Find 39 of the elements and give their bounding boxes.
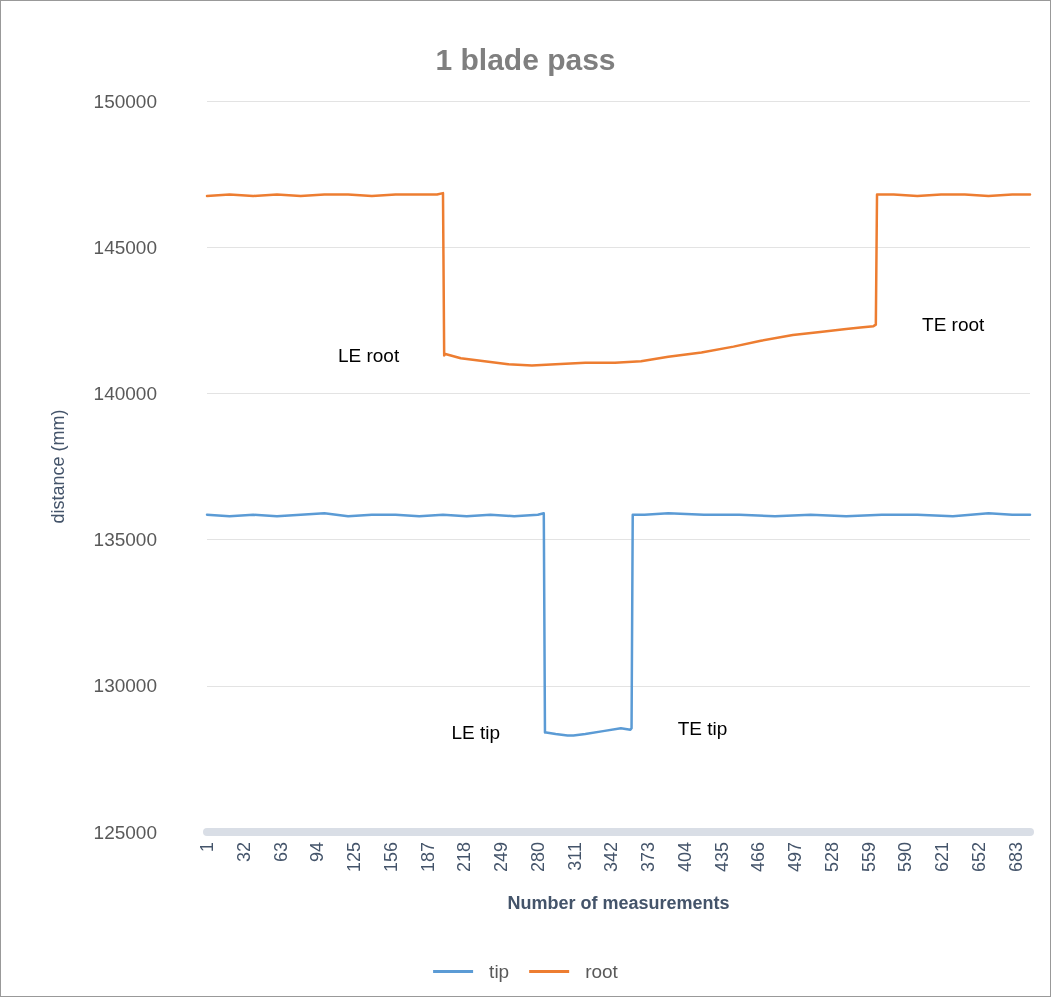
x-tick-label: 404 [674, 842, 695, 873]
x-tick-label: 156 [380, 842, 401, 873]
annotation: LE root [337, 344, 400, 366]
x-tick-label: 621 [932, 842, 953, 873]
y-tick-label: 135000 [93, 529, 157, 551]
legend-label: tip [489, 961, 510, 982]
line-series [205, 191, 1032, 367]
x-tick-label: 652 [969, 842, 990, 873]
y-tick-label: 145000 [93, 236, 157, 258]
annotation: LE tip [451, 722, 500, 744]
annotation: TE tip [677, 717, 728, 739]
x-tick-label: 94 [307, 842, 328, 863]
x-tick-label: 1 [197, 842, 217, 853]
x-tick-label: 342 [601, 842, 622, 873]
x-tick-label: 32 [233, 842, 254, 863]
x-tick-label: 311 [564, 842, 585, 871]
legend-label: root [585, 961, 619, 982]
x-tick-label: 497 [785, 842, 806, 873]
x-tick-label: 590 [895, 842, 916, 873]
x-tick-label: 125 [344, 842, 365, 873]
annotation: TE root [922, 314, 986, 336]
y-tick-label: 150000 [93, 90, 157, 112]
x-tick-label: 466 [748, 842, 769, 873]
x-tick-label: 373 [638, 842, 659, 873]
x-tick-label: 528 [821, 842, 842, 873]
y-tick-label: 140000 [93, 382, 157, 404]
y-tick-label: 125000 [93, 821, 157, 843]
x-tick-label: 280 [527, 842, 548, 873]
x-tick-label: 559 [858, 842, 879, 873]
x-tick-label: 249 [491, 842, 512, 873]
x-tick-label: 63 [270, 842, 291, 863]
y-tick-label: 130000 [93, 675, 157, 697]
x-tick-label: 187 [417, 842, 438, 873]
x-tick-label: 218 [454, 842, 475, 873]
y-axis-title: distance (mm) [48, 409, 68, 524]
x-axis-title: Number of measurements [507, 893, 730, 913]
x-tick-label: 435 [711, 842, 732, 873]
x-tick-label: 683 [1005, 842, 1026, 873]
chart-title: 1 blade pass [435, 42, 616, 76]
